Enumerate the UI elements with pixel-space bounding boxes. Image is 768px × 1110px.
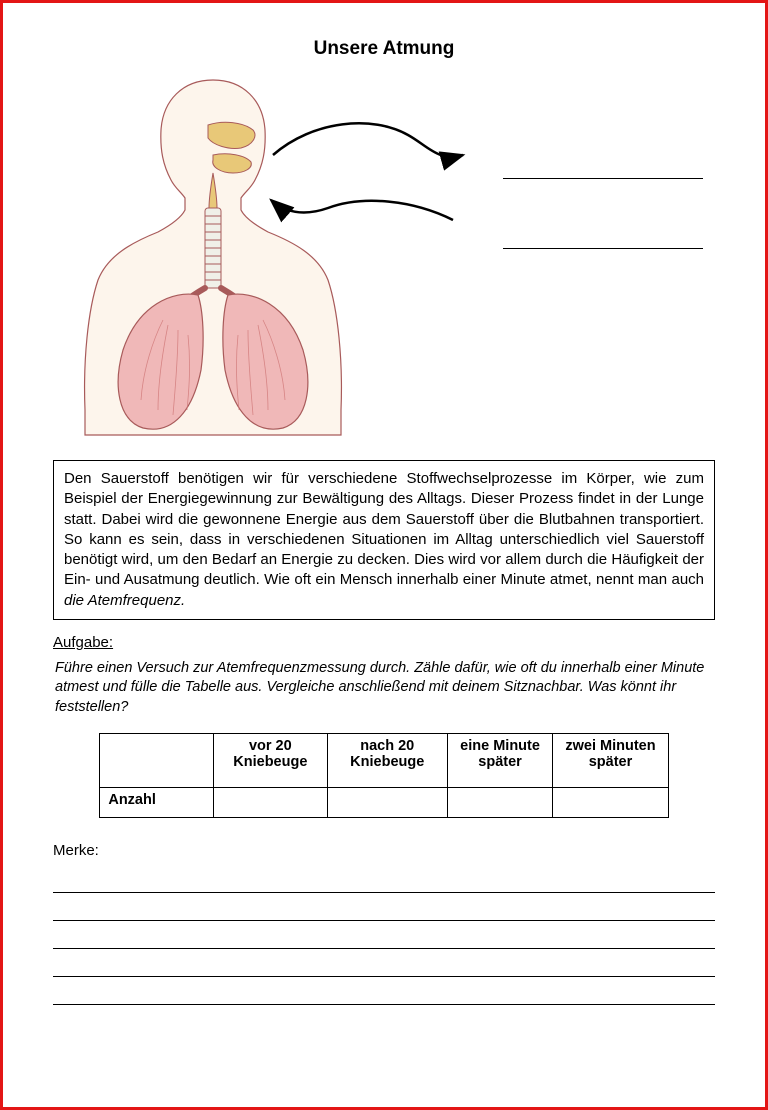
- page-title: Unsere Atmung: [53, 38, 715, 60]
- frequency-table: vor 20 Kniebeuge nach 20 Kniebeuge eine …: [99, 733, 668, 818]
- info-text: Den Sauerstoff benötigen wir für verschi…: [64, 470, 704, 588]
- merke-label: Merke:: [53, 842, 715, 859]
- table-cell-2[interactable]: [327, 788, 447, 818]
- merke-line[interactable]: [53, 869, 715, 893]
- merke-line[interactable]: [53, 925, 715, 949]
- table-header-2: nach 20 Kniebeuge: [327, 734, 447, 788]
- diagram-area: [53, 70, 715, 440]
- task-label: Aufgabe:: [53, 634, 715, 651]
- worksheet-page: Unsere Atmung: [0, 0, 768, 1110]
- task-instruction: Führe einen Versuch zur Atemfrequenzmess…: [53, 659, 715, 718]
- table-header-1: vor 20 Kniebeuge: [214, 734, 328, 788]
- table-cell-1[interactable]: [214, 788, 328, 818]
- merke-line[interactable]: [53, 897, 715, 921]
- table-cell-4[interactable]: [553, 788, 668, 818]
- info-text-box: Den Sauerstoff benötigen wir für verschi…: [53, 460, 715, 620]
- merke-line[interactable]: [53, 953, 715, 977]
- diagram-blank-1[interactable]: [503, 178, 703, 179]
- table-header-3: eine Minute später: [447, 734, 553, 788]
- breath-arrows: [263, 100, 513, 280]
- table-cell-3[interactable]: [447, 788, 553, 818]
- merke-lines: [53, 869, 715, 1009]
- table-row-label: Anzahl: [100, 788, 214, 818]
- info-text-italic: die Atemfrequenz.: [64, 592, 185, 609]
- table-header-4: zwei Minuten später: [553, 734, 668, 788]
- merke-line[interactable]: [53, 981, 715, 1005]
- diagram-blank-2[interactable]: [503, 248, 703, 249]
- table-header-blank: [100, 734, 214, 788]
